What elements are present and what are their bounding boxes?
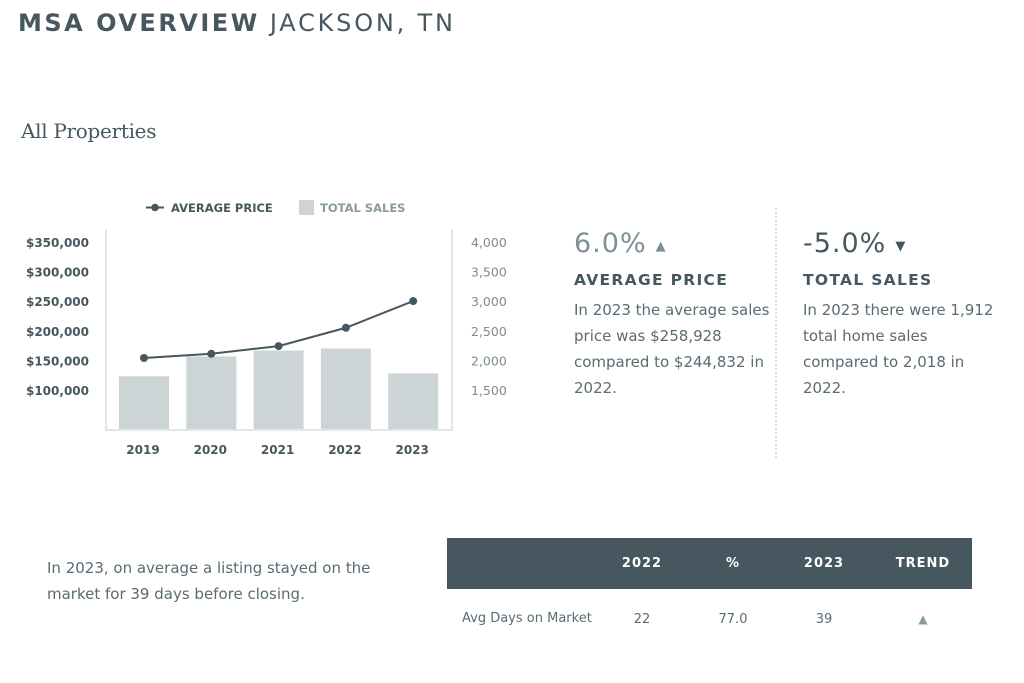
header-label xyxy=(447,538,592,589)
point-average-price-2020 xyxy=(207,349,216,358)
right-tick-label: 4,000 xyxy=(471,235,507,250)
stat-price-desc: In 2023 the average sales price was $258… xyxy=(574,301,770,397)
stat-sales-change: -5.0% ▼ xyxy=(803,228,1003,259)
cell-2022: 22 xyxy=(633,611,651,627)
x-tick-label: 2021 xyxy=(261,443,294,457)
stat-total-sales: -5.0% ▼ TOTAL SALES In 2023 there were 1… xyxy=(803,228,1003,401)
bar-total-sales-2020 xyxy=(186,356,237,430)
stat-price-label: AVERAGE PRICE xyxy=(574,271,729,289)
cell-2023: 39 xyxy=(815,611,833,627)
cell-trend: ▲ xyxy=(874,589,972,649)
page-title-bold: MSA OVERVIEW xyxy=(18,9,260,37)
legend-dot-marker xyxy=(151,203,159,212)
line-series-group xyxy=(140,297,418,362)
left-tick-label: $300,000 xyxy=(26,266,89,280)
right-tick-label: 3,000 xyxy=(471,294,507,309)
combo-chart: AVERAGE PRICE TOTAL SALES $100,000 $150,0… xyxy=(26,200,507,457)
x-axis-ticks: 2019 2020 2021 2022 2023 xyxy=(126,443,429,457)
days-on-market-table: 2022 % 2023 TREND Avg Days on Market 22 … xyxy=(447,538,972,649)
bar-total-sales-2022 xyxy=(320,348,371,430)
right-tick-label: 1,500 xyxy=(471,383,507,398)
header-2023: 2023 xyxy=(774,538,874,589)
right-tick-label: 2,000 xyxy=(471,353,507,368)
right-tick-label: 2,500 xyxy=(471,324,507,339)
stat-average-price: 6.0% ▲ AVERAGE PRICE In 2023 the average… xyxy=(574,228,774,401)
x-tick-label: 2023 xyxy=(395,443,428,457)
page-title: MSA OVERVIEW JACKSON, TN xyxy=(18,9,456,37)
left-tick-label: $250,000 xyxy=(26,295,89,309)
stat-sales-pct: -5.0% xyxy=(803,228,887,259)
cell-pct: 77.0 xyxy=(718,611,748,627)
left-tick-label: $150,000 xyxy=(26,354,89,368)
header-2022: 2022 xyxy=(592,538,692,589)
legend-bar-swatch xyxy=(299,200,314,215)
left-tick-label: $350,000 xyxy=(26,236,89,250)
bar-total-sales-2023 xyxy=(388,373,439,430)
legend: AVERAGE PRICE TOTAL SALES xyxy=(146,200,405,215)
x-tick-label: 2020 xyxy=(194,443,227,457)
bars-group xyxy=(119,348,439,430)
legend-average-price: AVERAGE PRICE xyxy=(171,201,273,215)
section-title: All Properties xyxy=(21,119,157,143)
left-tick-label: $100,000 xyxy=(26,384,89,398)
point-average-price-2023 xyxy=(409,297,418,306)
point-average-price-2021 xyxy=(274,342,283,351)
arrow-up-icon: ▲ xyxy=(655,238,667,254)
table-row: Avg Days on Market 22 77.0 39 ▲ xyxy=(447,589,972,649)
right-axis-ticks: 1,500 2,000 2,500 3,000 3,500 4,000 xyxy=(471,235,507,398)
stat-price-change: 6.0% ▲ xyxy=(574,228,774,259)
header-trend: TREND xyxy=(874,538,972,589)
left-tick-label: $200,000 xyxy=(26,325,89,339)
stat-sales-desc: In 2023 there were 1,912 total home sale… xyxy=(803,301,994,397)
point-average-price-2022 xyxy=(341,323,350,332)
point-average-price-2019 xyxy=(140,353,148,362)
header-pct: % xyxy=(692,538,774,589)
table-header-row: 2022 % 2023 TREND xyxy=(447,538,972,589)
bar-total-sales-2019 xyxy=(119,376,169,430)
arrow-down-icon: ▼ xyxy=(895,238,907,254)
stat-price-pct: 6.0% xyxy=(574,228,647,259)
bar-total-sales-2021 xyxy=(253,350,304,430)
left-axis-ticks: $100,000 $150,000 $200,000 $250,000 $300,000… xyxy=(26,236,89,398)
x-tick-label: 2022 xyxy=(328,443,361,457)
legend-total-sales: TOTAL SALES xyxy=(320,201,405,215)
days-on-market-summary: In 2023, on average a listing stayed on … xyxy=(47,559,371,603)
right-tick-label: 3,500 xyxy=(471,265,507,280)
page-title-location: JACKSON, TN xyxy=(269,9,456,37)
stats-divider xyxy=(775,208,777,458)
x-tick-label: 2019 xyxy=(126,443,159,457)
row-label: Avg Days on Market xyxy=(462,611,592,626)
stat-sales-label: TOTAL SALES xyxy=(803,271,933,289)
trend-up-icon: ▲ xyxy=(918,611,928,626)
